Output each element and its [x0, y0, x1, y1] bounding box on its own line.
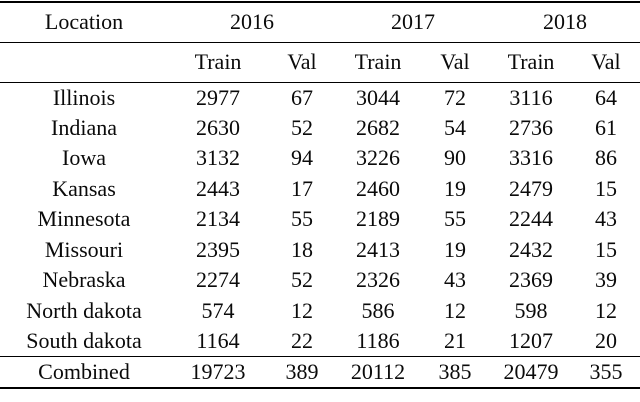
value-cell: 94 [291, 145, 313, 171]
value-cell: 1164 [196, 328, 240, 353]
table-row: Illinois 2977 67 3044 72 3116 64 [0, 82, 640, 113]
value-cell: 2274 [196, 267, 240, 293]
value-cell: 52 [291, 114, 313, 140]
value-cell: 39 [595, 267, 617, 293]
table-footer: Combined 19723 389 20112 385 20479 355 [0, 356, 640, 388]
value-cell: 574 [201, 297, 235, 323]
value-cell: 61 [595, 114, 617, 140]
value-cell: 385 [438, 358, 472, 384]
value-cell: 389 [285, 358, 319, 384]
value-cell: 3132 [196, 145, 240, 171]
year-header-2018: 2018 [543, 9, 587, 35]
value-cell: 90 [444, 145, 466, 171]
value-cell: 55 [291, 206, 313, 232]
value-cell: 20 [595, 328, 617, 353]
value-cell: 3044 [356, 84, 400, 110]
value-cell: 1207 [509, 328, 553, 353]
value-cell: 2244 [509, 206, 553, 232]
location-cell: Illinois [52, 84, 116, 110]
combined-row: Combined 19723 389 20112 385 20479 355 [0, 356, 640, 388]
value-cell: 43 [444, 267, 466, 293]
value-cell: 21 [444, 328, 466, 353]
value-cell: 1186 [356, 328, 400, 353]
value-cell: 43 [595, 206, 617, 232]
table-body: Illinois 2977 67 3044 72 3116 64 Indiana 2630 52 2… [0, 82, 640, 357]
value-cell: 2134 [196, 206, 240, 232]
value-cell: 12 [291, 297, 313, 323]
value-cell: 52 [291, 267, 313, 293]
value-cell: 3316 [509, 145, 553, 171]
table-row: North dakota 574 12 586 12 598 12 [0, 296, 640, 327]
value-cell: 18 [291, 236, 313, 262]
table-row: South dakota 1164 22 1186 21 1207 20 [0, 326, 640, 357]
table-header: Location 2016 2017 2018 Train Val Train … [0, 2, 640, 82]
value-cell: 2395 [196, 236, 240, 262]
value-cell: 67 [291, 84, 313, 110]
year-header-2017: 2017 [391, 9, 435, 35]
subheader-train: Train [507, 49, 555, 74]
value-cell: 2460 [356, 175, 400, 201]
value-cell: 54 [444, 114, 466, 140]
value-cell: 15 [595, 236, 617, 262]
year-header-2016: 2016 [230, 9, 274, 35]
table-row: Kansas 2443 17 2460 19 2479 15 [0, 174, 640, 205]
value-cell: 86 [595, 145, 617, 171]
value-cell: 2736 [509, 114, 553, 140]
location-cell: Nebraska [42, 267, 126, 293]
value-cell: 2326 [356, 267, 400, 293]
value-cell: 2443 [196, 175, 240, 201]
subheader-val: Val [287, 49, 317, 74]
value-cell: 2479 [509, 175, 553, 201]
value-cell: 72 [444, 84, 466, 110]
subheader-train: Train [354, 49, 402, 74]
location-cell: Iowa [62, 145, 106, 171]
subheader-val: Val [440, 49, 470, 74]
location-cell: North dakota [26, 297, 142, 323]
subheader-row: Train Val Train Val Train Val [0, 42, 640, 82]
value-cell: 12 [444, 297, 466, 323]
subheader-train: Train [194, 49, 242, 74]
value-cell: 12 [595, 297, 617, 323]
value-cell: 19 [444, 236, 466, 262]
value-cell: 19723 [190, 358, 246, 384]
value-cell: 3116 [509, 84, 553, 110]
value-cell: 2413 [356, 236, 400, 262]
location-cell: Indiana [51, 114, 117, 140]
subheader-val: Val [591, 49, 621, 74]
location-header: Location [44, 9, 124, 35]
table-row: Missouri 2395 18 2413 19 2432 15 [0, 235, 640, 266]
value-cell: 55 [444, 206, 466, 232]
value-cell: 355 [589, 358, 623, 384]
location-cell: South dakota [26, 328, 142, 353]
value-cell: 2189 [356, 206, 400, 232]
value-cell: 20479 [503, 358, 559, 384]
dataset-split-table: Location 2016 2017 2018 Train Val Train … [0, 1, 640, 389]
value-cell: 15 [595, 175, 617, 201]
empty-subheader-cell [0, 42, 168, 82]
table-row: Nebraska 2274 52 2326 43 2369 39 [0, 265, 640, 296]
location-cell: Combined [38, 358, 130, 384]
value-cell: 64 [595, 84, 617, 110]
table-row: Iowa 3132 94 3226 90 3316 86 [0, 143, 640, 174]
location-cell: Kansas [52, 175, 116, 201]
value-cell: 2682 [356, 114, 400, 140]
value-cell: 2432 [509, 236, 553, 262]
value-cell: 2977 [196, 84, 240, 110]
location-cell: Minnesota [37, 206, 131, 232]
value-cell: 586 [361, 297, 395, 323]
value-cell: 17 [291, 175, 313, 201]
value-cell: 598 [514, 297, 548, 323]
value-cell: 2369 [509, 267, 553, 293]
value-cell: 19 [444, 175, 466, 201]
value-cell: 3226 [356, 145, 400, 171]
location-cell: Missouri [44, 236, 124, 262]
year-header-row: Location 2016 2017 2018 [0, 2, 640, 42]
value-cell: 20112 [350, 358, 406, 384]
table-row: Indiana 2630 52 2682 54 2736 61 [0, 113, 640, 144]
value-cell: 2630 [196, 114, 240, 140]
value-cell: 22 [291, 328, 313, 353]
table-row: Minnesota 2134 55 2189 55 2244 43 [0, 204, 640, 235]
